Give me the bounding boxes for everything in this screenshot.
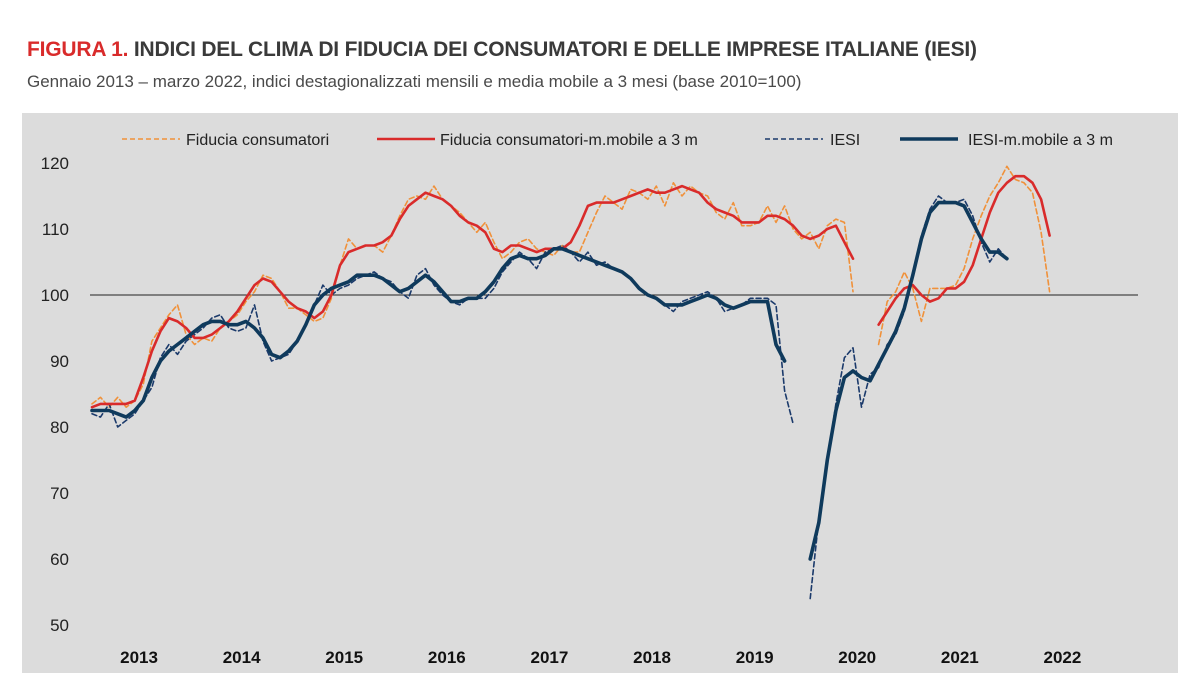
x-tick-label: 2017 [531, 648, 569, 667]
figure-title-text: INDICI DEL CLIMA DI FIDUCIA DEI CONSUMAT… [133, 38, 977, 61]
series-iesi [91, 244, 794, 428]
series-iesi-mm3 [808, 200, 1009, 561]
y-tick-label: 120 [41, 154, 69, 173]
series-fiducia-consumatori [877, 165, 1051, 346]
figure-title: FIGURA 1. INDICI DEL CLIMA DI FIDUCIA DE… [27, 38, 977, 62]
y-tick-label: 110 [42, 220, 69, 239]
series-fiducia-consumatori-mm3 [90, 184, 855, 409]
y-tick-label: 80 [50, 418, 69, 437]
x-tick-label: 2014 [223, 648, 261, 667]
x-tick-label: 2015 [325, 648, 363, 667]
y-tick-label: 50 [50, 616, 69, 635]
figure-subtitle: Gennaio 2013 – marzo 2022, indici destag… [27, 72, 802, 91]
y-tick-label: 90 [50, 352, 69, 371]
y-tick-label: 70 [50, 484, 69, 503]
y-tick-label: 100 [41, 286, 69, 305]
figure-label: FIGURA 1. [27, 38, 129, 61]
x-tick-label: 2013 [120, 648, 158, 667]
x-tick-label: 2021 [941, 648, 979, 667]
x-tick-label: 2020 [838, 648, 876, 667]
x-tick-label: 2018 [633, 648, 671, 667]
y-tick-label: 60 [50, 550, 69, 569]
line-chart: 50 60 70 80 90 100 110 120 2013 2014 2015 2016 2017 2… [41, 132, 1138, 667]
legend-label: Fiducia consumatori [186, 132, 329, 149]
chart-area: 50 60 70 80 90 100 110 120 2013 2014 2015 2016 2017 2… [22, 113, 1178, 673]
series-iesi-mm3 [90, 247, 787, 419]
x-tick-label: 2016 [428, 648, 466, 667]
x-tick-label: 2019 [736, 648, 774, 667]
series-fiducia-consumatori-mm3 [877, 174, 1051, 326]
x-tick-label: 2022 [1044, 648, 1082, 667]
legend-label: Fiducia consumatori-m.mobile a 3 m [440, 132, 698, 149]
legend-label: IESI [830, 132, 860, 149]
legend-label: IESI-m.mobile a 3 m [968, 132, 1113, 149]
